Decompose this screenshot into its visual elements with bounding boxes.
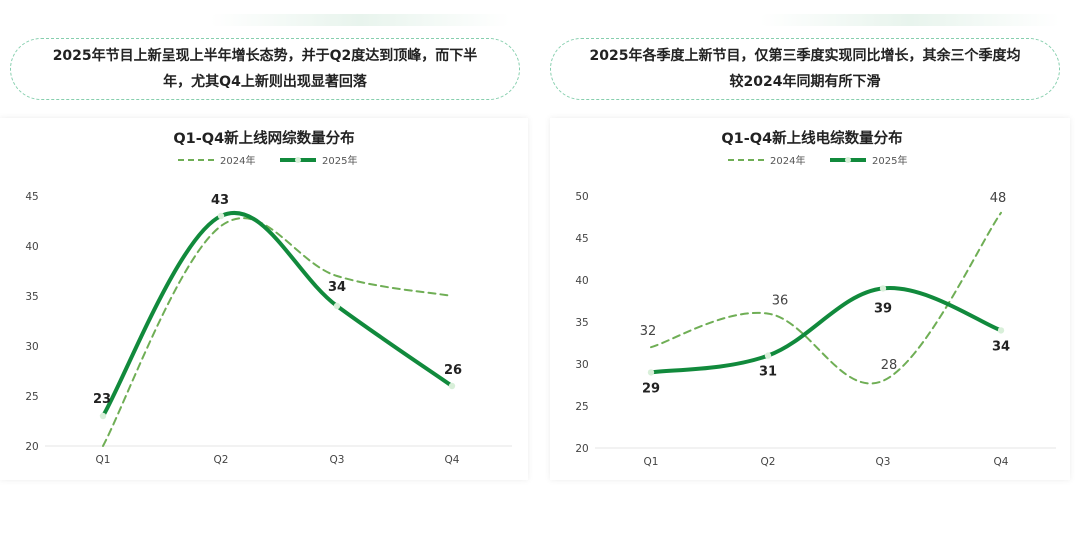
data-point-2025 (99, 412, 107, 420)
data-label-2025: 31 (759, 365, 777, 380)
y-tick-label: 40 (25, 241, 38, 253)
legend-item: 2024年 (178, 154, 255, 167)
legend-label: 2025年 (872, 154, 907, 167)
legend-marker (845, 157, 851, 163)
x-tick-label: Q3 (330, 454, 345, 466)
x-tick-label: Q1 (96, 454, 111, 466)
right-panel: 2025年各季度上新节目，仅第三季度实现同比增长，其余三个季度均较2024年同期… (540, 0, 1080, 540)
data-label-2025: 26 (444, 363, 462, 378)
chart-card-tv-variety: Q1-Q4新上线电综数量分布 2024年 2025年 20 25 30 35 40 45 50 Q1… (550, 118, 1070, 480)
x-tick-label: Q3 (876, 456, 891, 468)
legend-item: 2024年 (728, 154, 805, 167)
legend-item: 2025年 (830, 154, 907, 167)
legend-label: 2025年 (322, 154, 357, 167)
data-point-2025 (217, 212, 225, 220)
left-panel: 2025年节目上新呈现上半年增长态势，并于Q2度达到顶峰，而下半年，尤其Q4上新… (0, 14, 528, 480)
header-glow (760, 14, 1060, 26)
x-tick-label: Q4 (994, 456, 1009, 468)
y-tick-label: 20 (25, 441, 38, 453)
y-tick-label: 25 (25, 391, 38, 403)
legend-label: 2024年 (220, 154, 255, 167)
x-tick-label: Q2 (214, 454, 229, 466)
y-tick-label: 35 (575, 317, 588, 329)
y-tick-label: 30 (25, 341, 38, 353)
data-point-2025 (879, 285, 887, 292)
data-point-2025 (764, 352, 772, 359)
chart-web-variety-shows: Q1-Q4新上线网综数量分布 2024年 2025年 20 25 30 35 40 45 Q1 Q2… (25, 129, 512, 466)
series-line-2024 (102, 217, 453, 447)
data-label-2025: 43 (211, 193, 229, 208)
data-label-2025: 39 (874, 301, 892, 316)
data-label-2025: 23 (93, 392, 111, 407)
data-label-2024: 28 (881, 358, 898, 373)
data-label-2025: 29 (642, 381, 660, 396)
data-point-2025 (448, 382, 456, 390)
data-point-2025 (647, 369, 655, 376)
y-tick-label: 45 (575, 233, 588, 245)
data-label-2024: 48 (990, 191, 1007, 206)
chart-title: Q1-Q4新上线网综数量分布 (173, 129, 354, 147)
x-tick-label: Q4 (445, 454, 460, 466)
y-tick-label: 35 (25, 291, 38, 303)
y-tick-label: 25 (575, 401, 588, 413)
legend-marker (295, 157, 301, 163)
legend-item: 2025年 (280, 154, 357, 167)
y-tick-label: 30 (575, 359, 588, 371)
data-label-2024: 36 (772, 294, 789, 309)
data-point-2025 (997, 327, 1005, 334)
y-tick-label: 20 (575, 443, 588, 455)
header-glow (210, 14, 510, 26)
x-tick-label: Q1 (644, 456, 659, 468)
y-tick-label: 50 (575, 191, 588, 203)
data-label-2025: 34 (992, 339, 1010, 354)
x-tick-label: Q2 (761, 456, 776, 468)
callout-right: 2025年各季度上新节目，仅第三季度实现同比增长，其余三个季度均较2024年同期… (550, 38, 1060, 100)
chart-card-web-variety: Q1-Q4新上线网综数量分布 2024年 2025年 20 25 30 35 40 45 Q1 Q2… (0, 118, 528, 480)
callout-left: 2025年节目上新呈现上半年增长态势，并于Q2度达到顶峰，而下半年，尤其Q4上新… (10, 38, 520, 100)
series-line-2025 (649, 286, 1003, 375)
data-label-2024: 32 (640, 324, 657, 339)
series-line-2025 (101, 211, 454, 418)
data-point-2025 (333, 302, 341, 310)
chart-title: Q1-Q4新上线电综数量分布 (721, 129, 902, 147)
series-line-2024 (650, 211, 1002, 385)
data-label-2025: 34 (328, 280, 346, 295)
y-tick-label: 45 (25, 191, 38, 203)
y-tick-label: 40 (575, 275, 588, 287)
legend-label: 2024年 (770, 154, 805, 167)
chart-tv-variety-shows: Q1-Q4新上线电综数量分布 2024年 2025年 20 25 30 35 40 45 50 Q1… (575, 129, 1056, 468)
